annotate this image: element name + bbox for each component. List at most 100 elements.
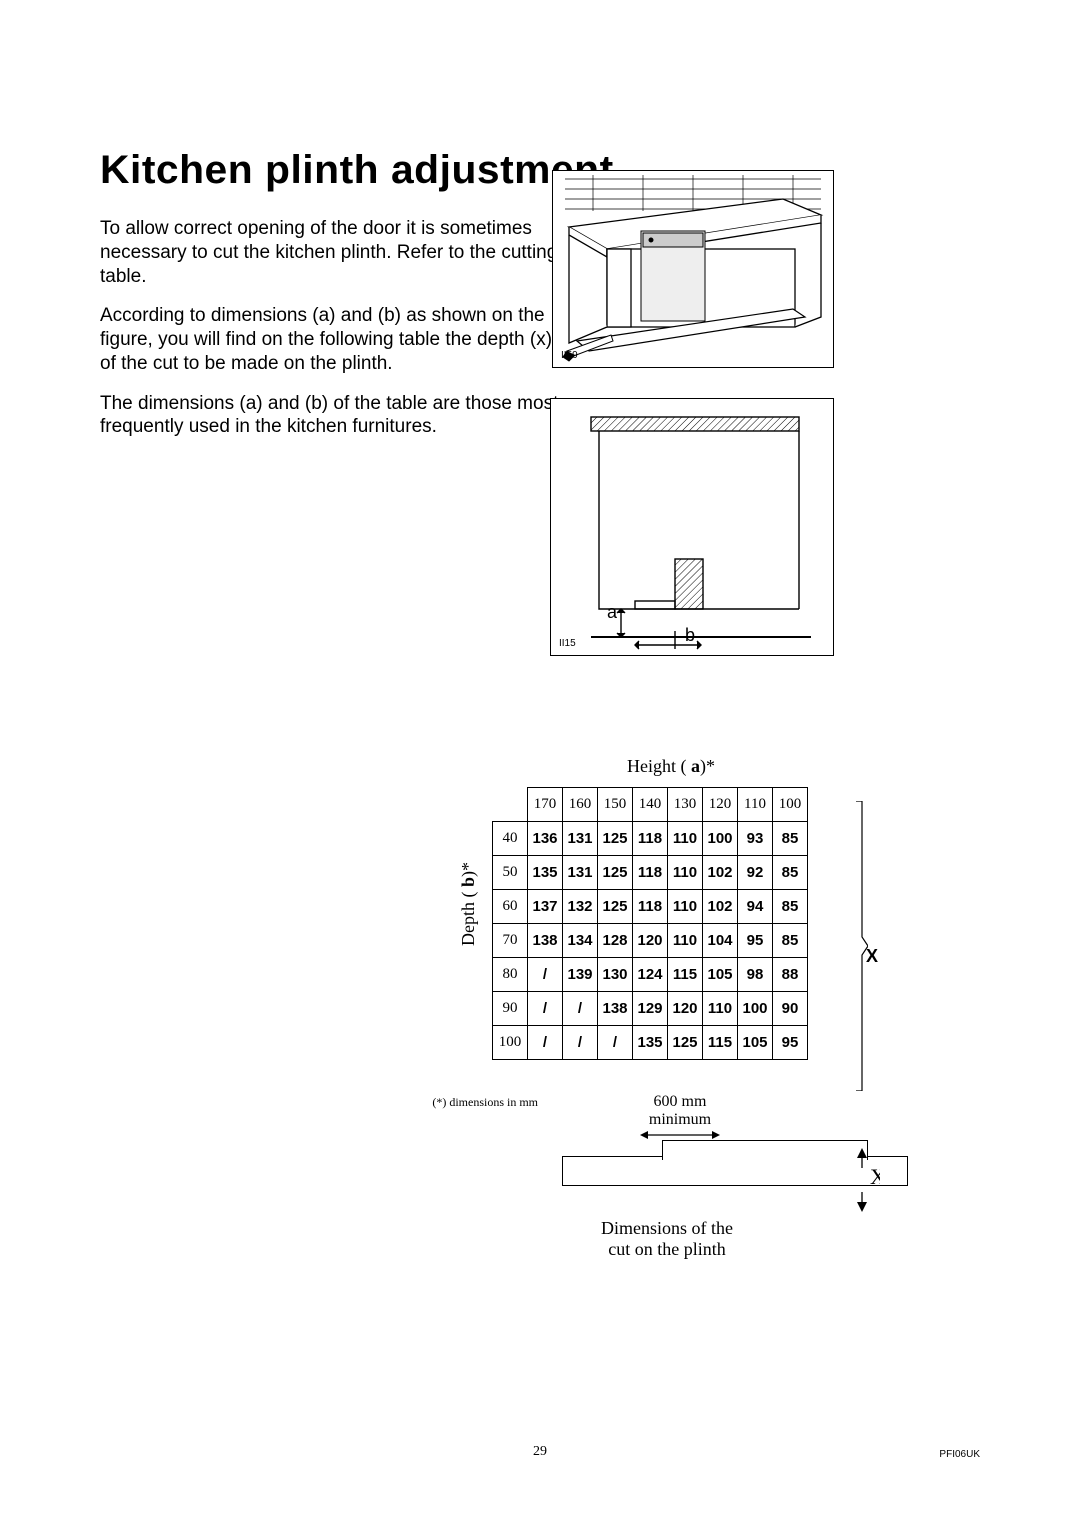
cell: 135 bbox=[633, 1026, 668, 1060]
col-header: 110 bbox=[738, 788, 773, 822]
dim-label-b: b bbox=[685, 625, 695, 646]
table-row: 100///13512511510595 bbox=[493, 1026, 808, 1060]
cell: 132 bbox=[563, 890, 598, 924]
cell: 85 bbox=[773, 856, 808, 890]
table-row: 601371321251181101029485 bbox=[493, 890, 808, 924]
cell: 125 bbox=[598, 890, 633, 924]
col-header: 120 bbox=[703, 788, 738, 822]
col-header: 150 bbox=[598, 788, 633, 822]
cell: 95 bbox=[773, 1026, 808, 1060]
cell: / bbox=[563, 1026, 598, 1060]
cell: 85 bbox=[773, 890, 808, 924]
page-title: Kitchen plinth adjustment bbox=[100, 148, 998, 193]
cabinet-icon bbox=[553, 171, 833, 367]
table-row: 90//13812912011010090 bbox=[493, 992, 808, 1026]
doc-code: PFI06UK bbox=[939, 1449, 980, 1460]
cut-caption-1: Dimensions of the bbox=[601, 1218, 733, 1238]
cell: 88 bbox=[773, 958, 808, 992]
cell: 93 bbox=[738, 822, 773, 856]
cell: 128 bbox=[598, 924, 633, 958]
row-header: 70 bbox=[493, 924, 528, 958]
x-height-label: X bbox=[854, 1148, 880, 1214]
cell: 125 bbox=[598, 856, 633, 890]
cell: 100 bbox=[703, 822, 738, 856]
cutting-table: 170 160 150 140 130 120 110 100 40136131… bbox=[492, 787, 808, 1060]
cell: 138 bbox=[528, 924, 563, 958]
cell: 94 bbox=[738, 890, 773, 924]
cell: 130 bbox=[598, 958, 633, 992]
cell: 125 bbox=[668, 1026, 703, 1060]
cell: 85 bbox=[773, 822, 808, 856]
dim-label-a: a bbox=[607, 602, 617, 623]
cutting-table-zone: Height ( a)* Depth ( b)* 170 160 150 140… bbox=[492, 756, 850, 1060]
cell: 110 bbox=[668, 924, 703, 958]
paragraph-1: To allow correct opening of the door it … bbox=[100, 217, 560, 288]
table-row: 701381341281201101049585 bbox=[493, 924, 808, 958]
cell: 110 bbox=[703, 992, 738, 1026]
cell: 115 bbox=[703, 1026, 738, 1060]
cell: 129 bbox=[633, 992, 668, 1026]
paragraph-2: According to dimensions (a) and (b) as s… bbox=[100, 304, 560, 375]
cell: 105 bbox=[738, 1026, 773, 1060]
depth-axis-label: Depth ( b)* bbox=[458, 862, 479, 946]
col-header: 160 bbox=[563, 788, 598, 822]
row-header: 60 bbox=[493, 890, 528, 924]
cell: 95 bbox=[738, 924, 773, 958]
cell: / bbox=[563, 992, 598, 1026]
cell: 104 bbox=[703, 924, 738, 958]
inner-rect bbox=[662, 1140, 868, 1160]
cell: 139 bbox=[563, 958, 598, 992]
row-header: 90 bbox=[493, 992, 528, 1026]
cell: / bbox=[528, 958, 563, 992]
body-text: To allow correct opening of the door it … bbox=[100, 217, 560, 439]
cell: 105 bbox=[703, 958, 738, 992]
cell: 118 bbox=[633, 856, 668, 890]
cell: 137 bbox=[528, 890, 563, 924]
cell: 110 bbox=[668, 890, 703, 924]
table-row: 501351311251181101029285 bbox=[493, 856, 808, 890]
cut-caption: Dimensions of the cut on the plinth bbox=[582, 1218, 752, 1260]
row-header: 40 bbox=[493, 822, 528, 856]
cut-caption-2: cut on the plinth bbox=[608, 1239, 725, 1259]
mm-label-1: 600 mm bbox=[654, 1093, 707, 1110]
figure-dimensions: a b II15 bbox=[550, 398, 834, 656]
mm-label-2: minimum bbox=[649, 1111, 711, 1128]
col-header: 140 bbox=[633, 788, 668, 822]
page: Kitchen plinth adjustment To allow corre… bbox=[0, 0, 1080, 1528]
cell: 115 bbox=[668, 958, 703, 992]
dimension-diagram-icon bbox=[551, 399, 833, 655]
col-header: 100 bbox=[773, 788, 808, 822]
x-arrows-icon: X bbox=[854, 1148, 880, 1214]
row-header: 50 bbox=[493, 856, 528, 890]
cell: 125 bbox=[598, 822, 633, 856]
cell: 85 bbox=[773, 924, 808, 958]
col-header: 130 bbox=[668, 788, 703, 822]
cell: 98 bbox=[738, 958, 773, 992]
cell: 134 bbox=[563, 924, 598, 958]
page-number: 29 bbox=[533, 1444, 547, 1460]
cell: 92 bbox=[738, 856, 773, 890]
cell: 120 bbox=[668, 992, 703, 1026]
cell: 131 bbox=[563, 822, 598, 856]
paragraph-3: The dimensions (a) and (b) of the table … bbox=[100, 392, 560, 440]
x-bracket-icon bbox=[856, 801, 868, 1091]
cell: 124 bbox=[633, 958, 668, 992]
cell: 135 bbox=[528, 856, 563, 890]
table-row: 80/1391301241151059888 bbox=[493, 958, 808, 992]
minimum-label: 600 mm minimum bbox=[640, 1093, 720, 1141]
table-header-row: 170 160 150 140 130 120 110 100 bbox=[493, 788, 808, 822]
col-header: 170 bbox=[528, 788, 563, 822]
figure-code-2: II15 bbox=[559, 638, 576, 649]
figure-code-1: II59 bbox=[561, 350, 578, 361]
row-header: 80 bbox=[493, 958, 528, 992]
cell: / bbox=[598, 1026, 633, 1060]
cell: 110 bbox=[668, 822, 703, 856]
figure-cabinet: II59 bbox=[552, 170, 834, 368]
footnote: (*) dimensions in mm bbox=[432, 1095, 538, 1110]
row-header: 100 bbox=[493, 1026, 528, 1060]
height-axis-label: Height ( a)* bbox=[492, 756, 850, 777]
cell: 118 bbox=[633, 822, 668, 856]
cell: 138 bbox=[598, 992, 633, 1026]
cell: 131 bbox=[563, 856, 598, 890]
cell: 100 bbox=[738, 992, 773, 1026]
